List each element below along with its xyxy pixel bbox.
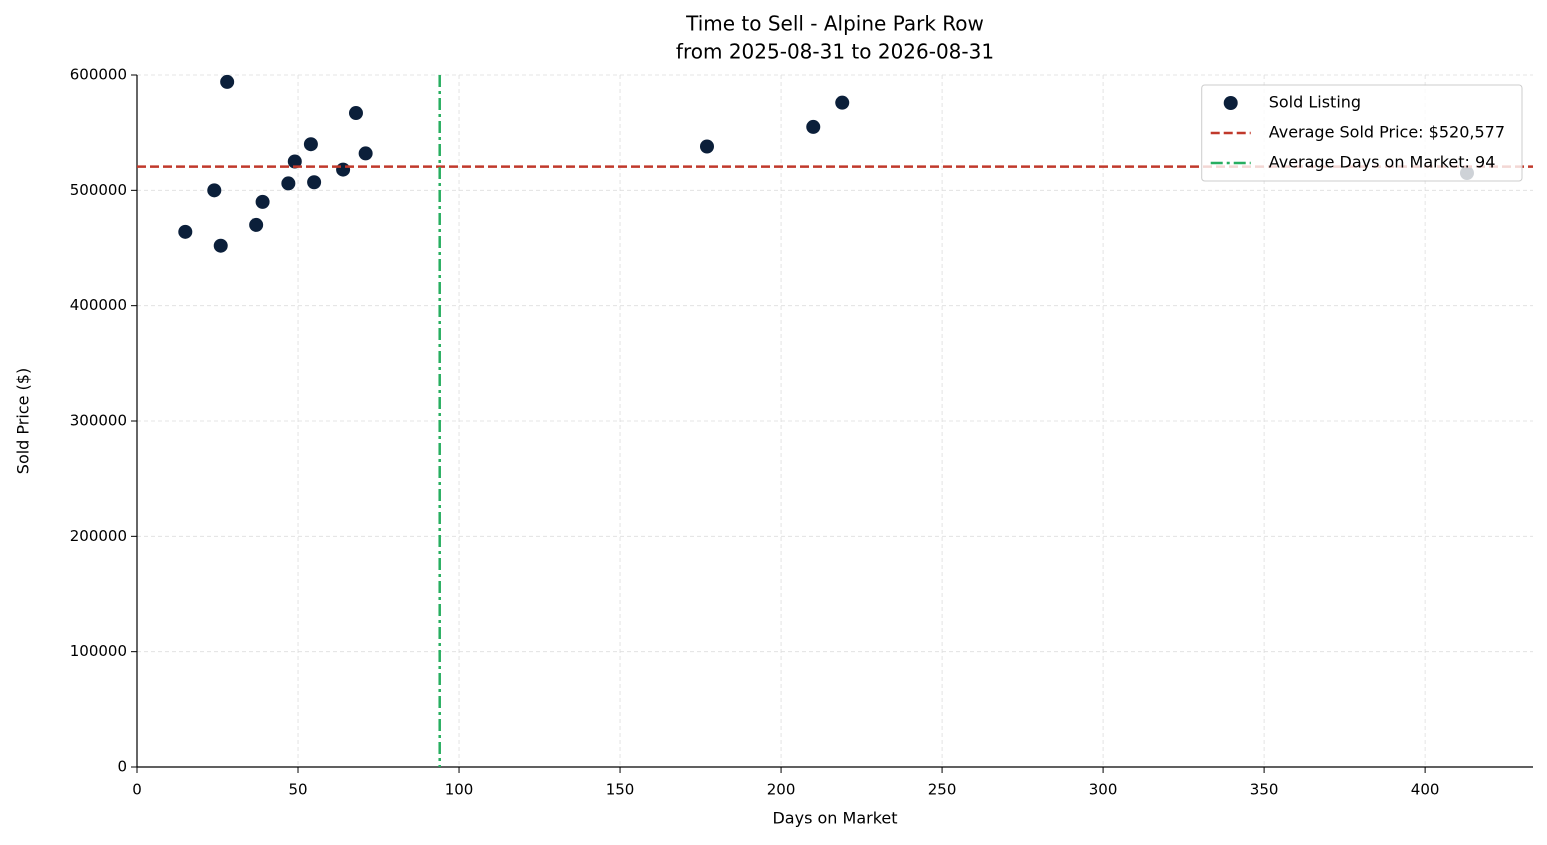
scatter-point: [307, 175, 322, 190]
x-axis-label: Days on Market: [772, 809, 897, 828]
legend-label: Average Sold Price: $520,577: [1269, 123, 1505, 142]
scatter-point: [348, 106, 363, 121]
scatter-point: [178, 224, 193, 239]
legend-label: Average Days on Market: 94: [1269, 153, 1496, 172]
x-tick-label: 50: [288, 781, 307, 799]
x-tick-label: 250: [928, 781, 957, 799]
y-tick-label: 300000: [70, 412, 127, 430]
y-tick-label: 100000: [70, 642, 127, 660]
scatter-point: [358, 146, 373, 161]
x-tick-label: 350: [1250, 781, 1279, 799]
x-tick-label: 400: [1411, 781, 1440, 799]
chart-subtitle: from 2025-08-31 to 2026-08-31: [676, 40, 994, 64]
scatter-point: [255, 194, 270, 209]
scatter-point: [207, 183, 222, 198]
scatter-point: [281, 176, 296, 191]
x-tick-label: 300: [1089, 781, 1118, 799]
scatter-point: [213, 238, 228, 253]
scatter-point: [336, 162, 351, 177]
x-tick-label: 200: [767, 781, 796, 799]
scatter-point: [699, 139, 714, 154]
x-tick-label: 100: [445, 781, 474, 799]
scatter-point: [303, 137, 318, 152]
chart-title: Time to Sell - Alpine Park Row: [685, 12, 984, 36]
scatter-point: [220, 74, 235, 89]
y-tick-label: 0: [117, 758, 127, 776]
scatter-point: [287, 154, 302, 169]
x-tick-label: 150: [606, 781, 635, 799]
legend-label: Sold Listing: [1269, 93, 1361, 112]
scatter-point: [835, 95, 850, 110]
y-tick-label: 500000: [70, 181, 127, 199]
y-axis-label: Sold Price ($): [14, 368, 33, 474]
legend: Sold Listing Average Sold Price: $520,577…: [1201, 84, 1523, 182]
scatter-point: [806, 119, 821, 134]
legend-box: [1201, 84, 1523, 182]
y-tick-label: 200000: [70, 527, 127, 545]
x-tick-label: 0: [132, 781, 142, 799]
scatter-point: [249, 217, 264, 232]
legend-marker: [1223, 96, 1238, 110]
y-tick-label: 600000: [70, 66, 127, 84]
y-tick-label: 400000: [70, 296, 127, 314]
